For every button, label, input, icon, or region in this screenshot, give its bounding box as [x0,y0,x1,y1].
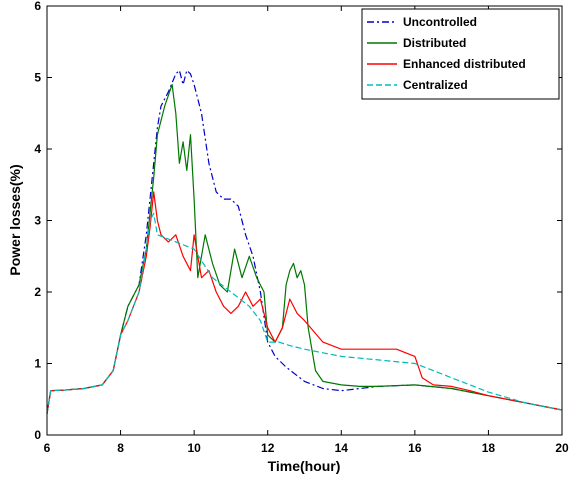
x-tick-label: 16 [408,441,422,455]
y-tick-label: 4 [34,142,41,156]
legend-box [361,8,560,100]
y-tick-label: 5 [34,71,41,85]
x-tick-label: 18 [482,441,496,455]
y-tick-label: 6 [34,0,41,13]
legend: Uncontrolled Distributed Enhanced distribu… [361,8,560,100]
x-axis-title: Time(hour) [268,458,341,474]
legend-label: Distributed [403,36,466,50]
x-tick-label: 14 [335,441,349,455]
x-tick-label: 8 [117,441,124,455]
y-tick-label: 0 [34,428,41,442]
x-tick-label: 12 [261,441,275,455]
legend-label: Enhanced distributed [403,57,526,71]
series-line-uncontrolled [46,69,563,414]
x-tick-label: 20 [555,441,569,455]
y-tick-label: 2 [34,285,41,299]
x-tick-label: 10 [187,441,201,455]
y-tick-label: 3 [34,214,41,228]
series-line-distributed [46,83,563,414]
chart-marks [46,69,563,414]
y-tick-label: 1 [34,357,41,371]
y-axis-title: Power losses(%) [7,164,23,275]
x-tick-label: 6 [44,441,51,455]
legend-label: Centralized [403,78,468,92]
legend-label: Uncontrolled [403,15,477,29]
